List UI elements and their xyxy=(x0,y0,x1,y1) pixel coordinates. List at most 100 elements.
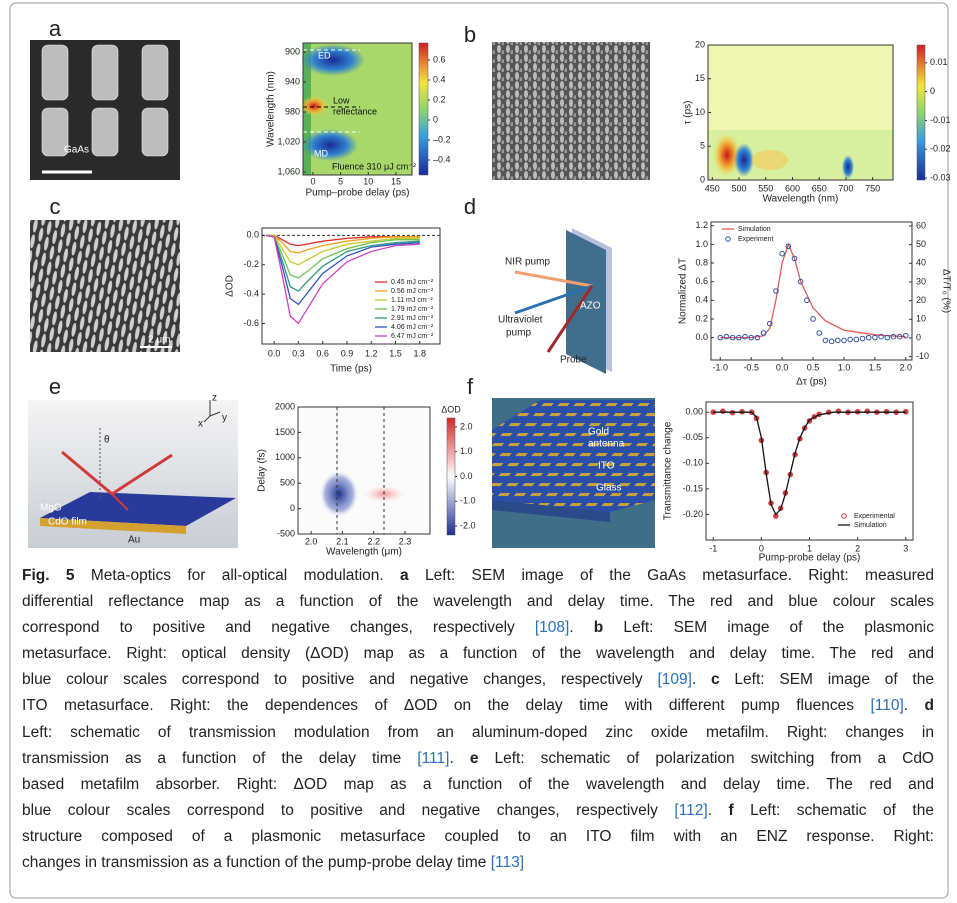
caption-line: based metafilm absorber. Right: ΔOD map … xyxy=(22,772,934,798)
caption-text: Left: SEM image of the GaAs metasurface.… xyxy=(408,567,934,584)
image-label: z xyxy=(212,393,217,404)
annotation: reflectance xyxy=(333,106,377,116)
citation: [111] xyxy=(417,749,450,767)
y-tick-label: -0.6 xyxy=(243,318,259,328)
y2-tick-label: 60 xyxy=(916,220,926,230)
caption-label: c xyxy=(711,671,720,689)
heatmap-shade xyxy=(842,155,854,179)
x-tick-label: 500 xyxy=(731,183,746,193)
caption-text: based metafilm absorber. Right: ΔOD map … xyxy=(22,775,934,793)
y-tick-label: 2000 xyxy=(275,401,295,411)
x-axis-label: Δτ (ps) xyxy=(796,377,827,388)
colorbar-tick-label: -1.0 xyxy=(460,496,476,506)
image-label: ITO xyxy=(598,461,615,472)
schematic-e xyxy=(28,400,238,548)
image-label: antenna xyxy=(588,439,625,450)
data-point xyxy=(736,334,742,341)
data-line xyxy=(266,234,420,247)
x-tick-label: 0.6 xyxy=(316,348,329,358)
panel-label: f xyxy=(467,374,474,399)
y-tick-label: 1500 xyxy=(275,427,295,437)
image-label: y xyxy=(222,413,227,424)
heatmap-shade xyxy=(298,407,430,534)
caption-line: Fig. 5 Meta-optics for all-optical modul… xyxy=(22,563,934,589)
data-point xyxy=(810,316,816,322)
caption-text: ITO metasurface. Right: the dependences … xyxy=(22,697,871,715)
y-tick-label: 0.00 xyxy=(685,407,703,417)
annotation: Fluence 310 μJ cm⁻² xyxy=(332,161,416,171)
image-label: Gold xyxy=(588,427,609,438)
x-tick-label: 1.5 xyxy=(869,362,882,372)
data-point xyxy=(785,243,792,250)
citation: [108] xyxy=(534,619,570,637)
caption-line: correspond to positive and negative chan… xyxy=(22,615,934,641)
y2-tick-label: 20 xyxy=(916,295,926,305)
x-tick-label: 1.0 xyxy=(838,362,851,372)
caption-text: Left: SEM image of the xyxy=(719,671,934,689)
x-tick-label: 450 xyxy=(705,183,720,193)
data-point xyxy=(884,334,891,341)
y-tick-label: 15 xyxy=(695,73,705,83)
panel-label: b xyxy=(464,22,476,47)
x-tick-label: -0.5 xyxy=(743,362,759,372)
caption-label: Fig. 5 xyxy=(22,567,75,584)
colorbar-tick-label: -2.0 xyxy=(460,520,476,530)
colorbar-tick-label: -0.02 xyxy=(930,144,951,154)
heatmap-shade xyxy=(752,150,788,170)
y-tick-label: 980 xyxy=(285,106,300,116)
legend-label: Simulation xyxy=(854,522,887,529)
caption-text: Meta-optics for all-optical modulation. xyxy=(74,567,401,584)
colorbar-tick-label: 0 xyxy=(433,114,438,124)
data-point xyxy=(791,255,798,262)
x-tick-label: 2.3 xyxy=(399,536,412,546)
panel-label: e xyxy=(49,374,61,399)
image-label: Au xyxy=(128,535,140,546)
x-axis-label: Wavelength (μm) xyxy=(326,547,402,558)
plot-frame xyxy=(261,227,441,345)
x-tick-label: 0.0 xyxy=(776,362,789,372)
caption-text: . xyxy=(691,671,712,689)
image-label: AZO xyxy=(580,301,601,312)
colorbar xyxy=(446,417,456,536)
data-point xyxy=(779,250,785,257)
plot xyxy=(708,45,893,180)
caption-text: metasurface. Right: optical density (ΔOD… xyxy=(22,645,934,663)
y-tick-label: 0.8 xyxy=(695,257,708,267)
x-tick-label: 2.1 xyxy=(336,536,349,546)
x-tick-label: 1.5 xyxy=(389,348,402,358)
legend-label: 0.56 mJ cm⁻² xyxy=(391,288,434,295)
data-line xyxy=(265,234,420,325)
x-tick-label: 2.0 xyxy=(305,536,318,546)
schematic-f xyxy=(492,398,655,548)
x-tick-label: -1.0 xyxy=(713,362,729,372)
y-tick-label: -0.10 xyxy=(682,458,703,468)
x-axis-label: Pump-probe delay (ps) xyxy=(759,553,861,564)
colorbar-tick-label: 0.6 xyxy=(433,54,446,64)
y-tick-label: -0.15 xyxy=(682,483,703,493)
citation: [109] xyxy=(657,671,692,689)
data-point xyxy=(828,338,835,345)
y-tick-label: 0.6 xyxy=(695,276,708,286)
x-tick-label: 650 xyxy=(812,183,827,193)
image-label: CdO film xyxy=(48,517,87,528)
x-tick-label: 15 xyxy=(391,176,401,186)
caption-line: metasurface. Right: optical density (ΔOD… xyxy=(22,641,934,667)
data-point xyxy=(822,337,829,344)
legend-marker xyxy=(725,236,731,242)
data-point xyxy=(742,333,748,340)
caption-text: blue colour scales correspond to positiv… xyxy=(22,671,658,689)
legend-label: Simulation xyxy=(738,226,771,233)
caption-line: blue colour scales correspond to positiv… xyxy=(22,667,934,693)
y-tick-label: 0.0 xyxy=(695,332,708,342)
caption-line: blue colour scales correspond to positiv… xyxy=(22,798,934,824)
x-axis-label: Wavelength (nm) xyxy=(763,194,839,205)
colorbar-tick-label: -0.03 xyxy=(930,172,951,182)
plot xyxy=(300,43,412,175)
x-tick-label: 2.0 xyxy=(900,362,913,372)
caption-line: structure composed of a plasmonic metasu… xyxy=(22,824,934,850)
data-point xyxy=(865,334,872,341)
data-point xyxy=(890,333,897,340)
panel-label: c xyxy=(50,194,61,219)
y-tick-label: 1,060 xyxy=(277,166,300,176)
